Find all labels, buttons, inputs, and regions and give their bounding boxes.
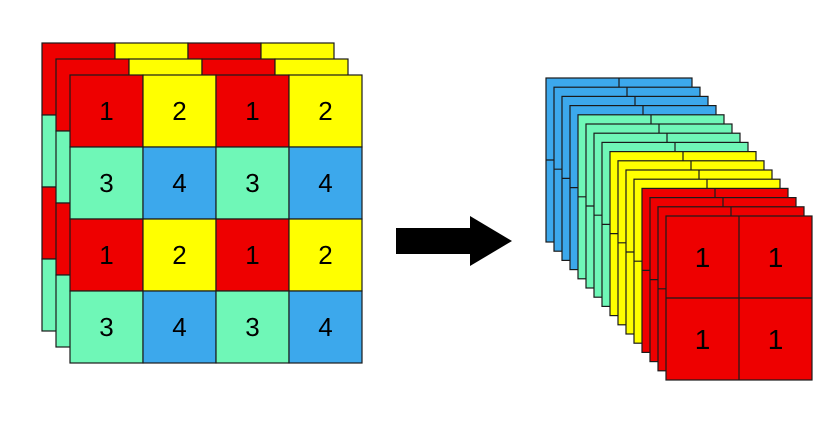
input-cell — [288, 74, 363, 148]
input-channel-layer: 1 2 1 2 3 4 3 4 1 2 1 2 3 4 3 4 — [69, 74, 363, 364]
input-cell — [69, 290, 144, 364]
input-cell-label: 2 — [318, 96, 332, 126]
input-cell-label: 3 — [245, 168, 259, 198]
output-channel-stack: 1 1 1 1 — [545, 77, 813, 381]
input-cell-label: 1 — [245, 240, 259, 270]
input-cell — [288, 290, 363, 364]
input-cell-label: 3 — [99, 312, 113, 342]
input-cell-label: 4 — [172, 312, 186, 342]
input-cell — [215, 218, 290, 292]
output-cell-label: 1 — [768, 242, 784, 273]
right-arrow-icon — [396, 216, 512, 266]
input-cell-label: 4 — [172, 168, 186, 198]
input-cell — [288, 146, 363, 220]
input-cell-label: 4 — [318, 168, 332, 198]
input-cell-label: 2 — [172, 240, 186, 270]
input-cell-label: 1 — [99, 96, 113, 126]
output-cell-label: 1 — [768, 324, 784, 355]
input-cell-label: 2 — [172, 96, 186, 126]
input-cell-label: 1 — [99, 240, 113, 270]
output-cell-label: 1 — [695, 242, 711, 273]
input-cell-label: 3 — [99, 168, 113, 198]
input-cell — [142, 290, 217, 364]
input-cell-label: 3 — [245, 312, 259, 342]
input-cell-label: 4 — [318, 312, 332, 342]
output-channel-slice: 1 1 1 1 — [665, 215, 813, 381]
input-cell-label: 2 — [318, 240, 332, 270]
output-cell-label: 1 — [695, 324, 711, 355]
input-cell — [215, 146, 290, 220]
input-cell — [69, 146, 144, 220]
input-cell — [215, 290, 290, 364]
input-feature-grid: 1 2 1 2 3 4 3 4 1 2 1 2 3 4 3 4 — [41, 42, 363, 364]
input-cell — [288, 218, 363, 292]
input-cell — [142, 218, 217, 292]
input-cell-label: 1 — [245, 96, 259, 126]
